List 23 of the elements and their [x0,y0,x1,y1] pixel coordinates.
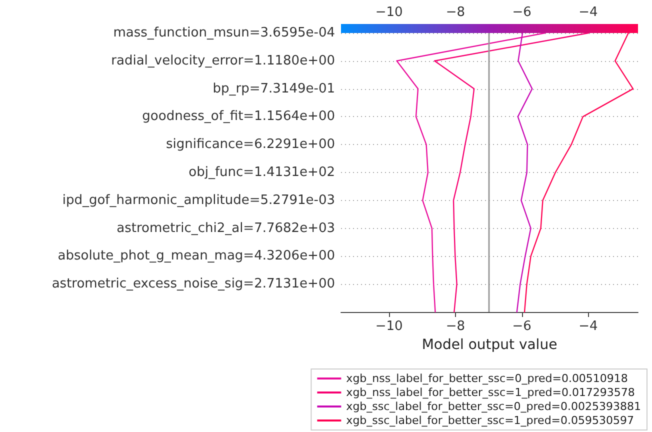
y-tick-label: astrometric_excess_noise_sig=2.7131e+00 [52,276,335,292]
x-tick-label: −6 [512,319,532,334]
legend-label: xgb_nss_label_for_better_ssc=1_pred=0.017293578 [346,386,635,399]
y-tick-label: radial_velocity_error=1.1180e+00 [111,53,335,68]
y-tick-label: significance=6.2291e+00 [166,137,335,152]
x2-tick-label: −6 [512,5,532,20]
y-tick-label: bp_rp=7.3149e-01 [212,81,335,96]
y-tick-label: goodness_of_fit=1.1564e+00 [142,109,335,124]
x-axis-title: Model output value [422,336,558,353]
legend-label: xgb_nss_label_for_better_ssc=0_pred=0.00510918 [346,372,628,385]
y-tick-label: absolute_phot_g_mean_mag=4.3206e+00 [58,248,335,264]
y-tick-label: mass_function_msun=3.6595e-04 [113,26,335,40]
x-tick-label: −10 [375,319,403,334]
y-tick-label: astrometric_chi2_al=7.7682e+03 [116,220,335,236]
legend-label: xgb_ssc_label_for_better_ssc=1_pred=0.059530597 [346,414,634,427]
x2-tick-label: −10 [375,5,403,20]
y-tick-label: ipd_gof_harmonic_amplitude=5.2791e-03 [62,192,335,208]
y-tick-label: obj_func=1.4131e+02 [188,165,335,180]
x2-tick-label: −8 [446,5,466,20]
x2-tick-label: −4 [578,5,598,20]
legend-label: xgb_ssc_label_for_better_ssc=0_pred=0.0025393881 [346,400,642,413]
x-tick-label: −4 [578,319,598,334]
x-tick-label: −8 [446,319,466,334]
